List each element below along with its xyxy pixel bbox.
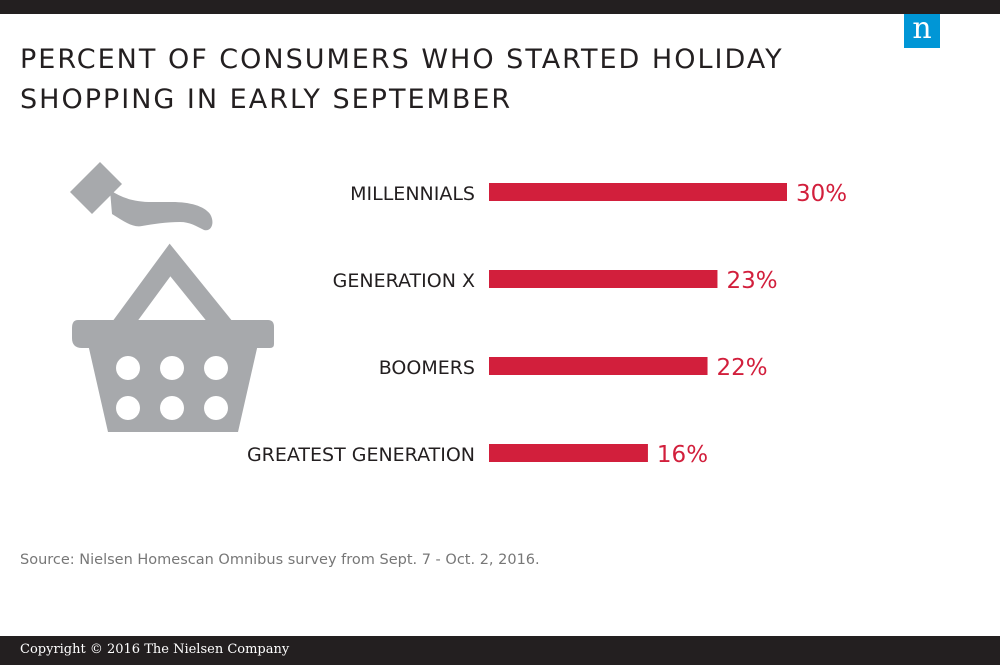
bar bbox=[489, 357, 708, 375]
chart-title: PERCENT OF CONSUMERS WHO STARTED HOLIDAY… bbox=[20, 44, 784, 115]
category-label: BOOMERS bbox=[379, 357, 475, 379]
category-label: GENERATION X bbox=[333, 270, 475, 292]
basket-icon bbox=[72, 320, 274, 432]
value-label: 16% bbox=[657, 442, 708, 468]
source-note: Source: Nielsen Homescan Omnibus survey … bbox=[20, 552, 540, 568]
bar bbox=[489, 444, 648, 462]
basket-handle-icon bbox=[106, 243, 240, 343]
footer-bar: Copyright © 2016 The Nielsen Company bbox=[0, 636, 1000, 665]
hand-icon bbox=[70, 162, 213, 231]
value-label: 30% bbox=[796, 181, 847, 207]
category-label: MILLENNIALS bbox=[350, 183, 475, 205]
bar bbox=[489, 270, 718, 288]
value-label: 22% bbox=[717, 355, 768, 381]
top-bar bbox=[0, 0, 1000, 14]
bar bbox=[489, 183, 787, 201]
category-label: GREATEST GENERATION bbox=[247, 444, 475, 466]
shopping-basket-with-hand-icon bbox=[70, 162, 274, 432]
copyright-text: Copyright © 2016 The Nielsen Company bbox=[20, 642, 290, 657]
nielsen-logo: n bbox=[904, 14, 940, 48]
value-label: 23% bbox=[726, 268, 777, 294]
